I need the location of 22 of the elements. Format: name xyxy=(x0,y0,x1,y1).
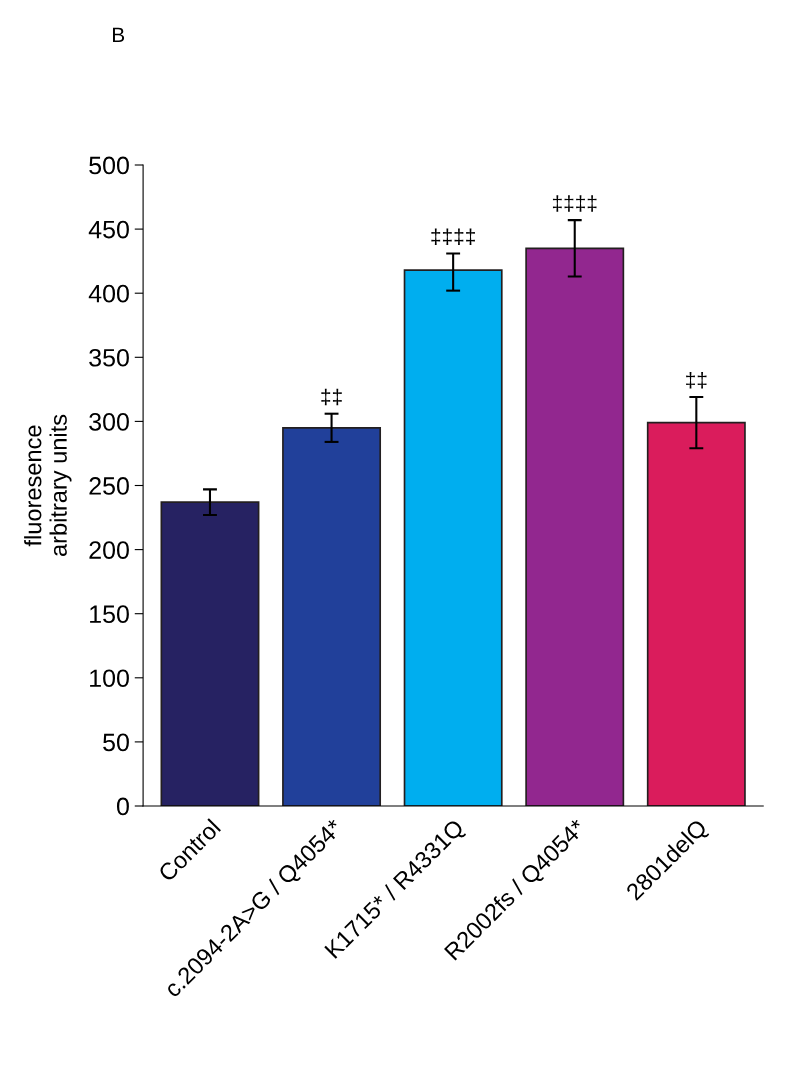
y-axis-title: fluoresence arbitrary units xyxy=(24,414,72,556)
annotation: ‡‡‡‡ xyxy=(552,195,597,212)
bar xyxy=(160,501,260,806)
y-tick-label: 300 xyxy=(89,413,129,431)
text: B xyxy=(113,27,125,43)
y-tick-label: 250 xyxy=(89,477,129,495)
y-tick-label: 450 xyxy=(88,220,129,239)
y-tick-label: 150 xyxy=(90,605,129,623)
bar xyxy=(403,269,503,806)
y-tick-label: 200 xyxy=(89,541,129,559)
y-tick-label: 0 xyxy=(116,797,129,816)
bar xyxy=(646,421,746,806)
annotation: ‡‡ xyxy=(686,372,707,389)
y-tick-label: 100 xyxy=(90,669,129,688)
annotation: ‡‡‡‡ xyxy=(431,228,475,246)
y-tick-label: 400 xyxy=(88,284,129,303)
bar xyxy=(525,247,625,806)
annotation: ‡‡ xyxy=(321,388,342,406)
y-tick-label: 50 xyxy=(103,733,129,752)
y-tick-label: 500 xyxy=(89,156,129,175)
y-tick-label: 350 xyxy=(89,348,129,367)
bar xyxy=(282,426,382,806)
